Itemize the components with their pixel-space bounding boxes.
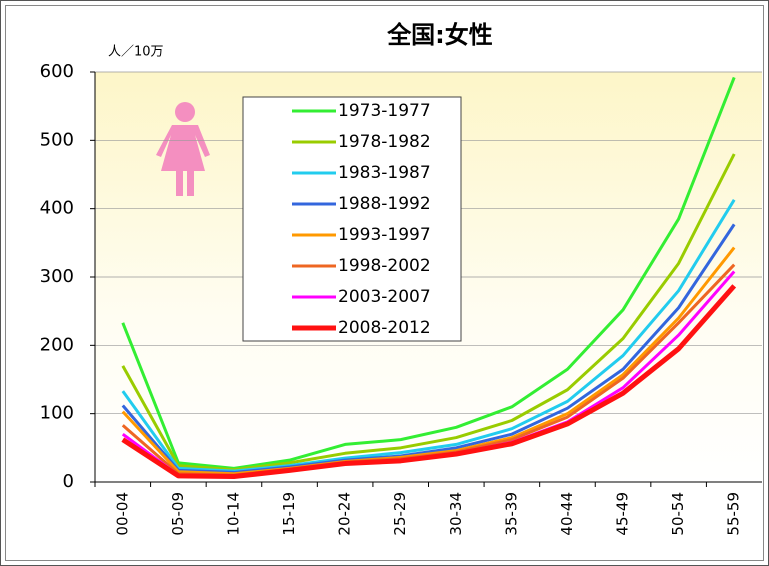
legend-label: 1993-1997 [338, 225, 431, 245]
y-axis-unit: 人／10万 [108, 45, 164, 60]
chart-title: 全国:女性 [386, 21, 493, 49]
x-tick-label: 15-19 [280, 492, 298, 536]
y-tick-label: 500 [40, 129, 74, 150]
legend-label: 2003-2007 [338, 287, 431, 307]
x-tick-label: 05-09 [169, 492, 187, 536]
x-tick-label: 20-24 [336, 492, 354, 536]
y-tick-label: 100 [40, 403, 74, 424]
series-line [121, 153, 736, 472]
legend-label: 1978-1982 [338, 132, 431, 152]
y-tick-label: 0 [63, 471, 74, 492]
series-line [121, 76, 736, 470]
x-tick-label: 45-49 [614, 492, 632, 536]
x-tick-label: 00-04 [113, 492, 131, 536]
legend-box [242, 96, 462, 342]
y-tick-label: 200 [40, 334, 74, 355]
y-tick-label: 400 [40, 198, 74, 219]
x-tick-label: 25-29 [391, 492, 409, 536]
x-tick-label: 35-39 [502, 492, 520, 536]
series-line [121, 284, 737, 480]
x-tick-label: 55-59 [725, 492, 743, 536]
legend-label: 1973-1977 [338, 101, 431, 121]
x-tick-label: 50-54 [669, 492, 687, 536]
female-icon [156, 102, 210, 196]
legend-label: 2008-2012 [338, 318, 431, 338]
legend-label: 1983-1987 [338, 163, 431, 183]
x-tick-label: 40-44 [558, 492, 576, 536]
legend-label: 1998-2002 [338, 256, 431, 276]
y-tick-label: 600 [40, 61, 74, 82]
x-tick-label: 10-14 [224, 492, 242, 536]
legend-label: 1988-1992 [338, 194, 431, 214]
y-tick-label: 300 [40, 266, 74, 287]
x-tick-label: 30-34 [447, 492, 465, 536]
